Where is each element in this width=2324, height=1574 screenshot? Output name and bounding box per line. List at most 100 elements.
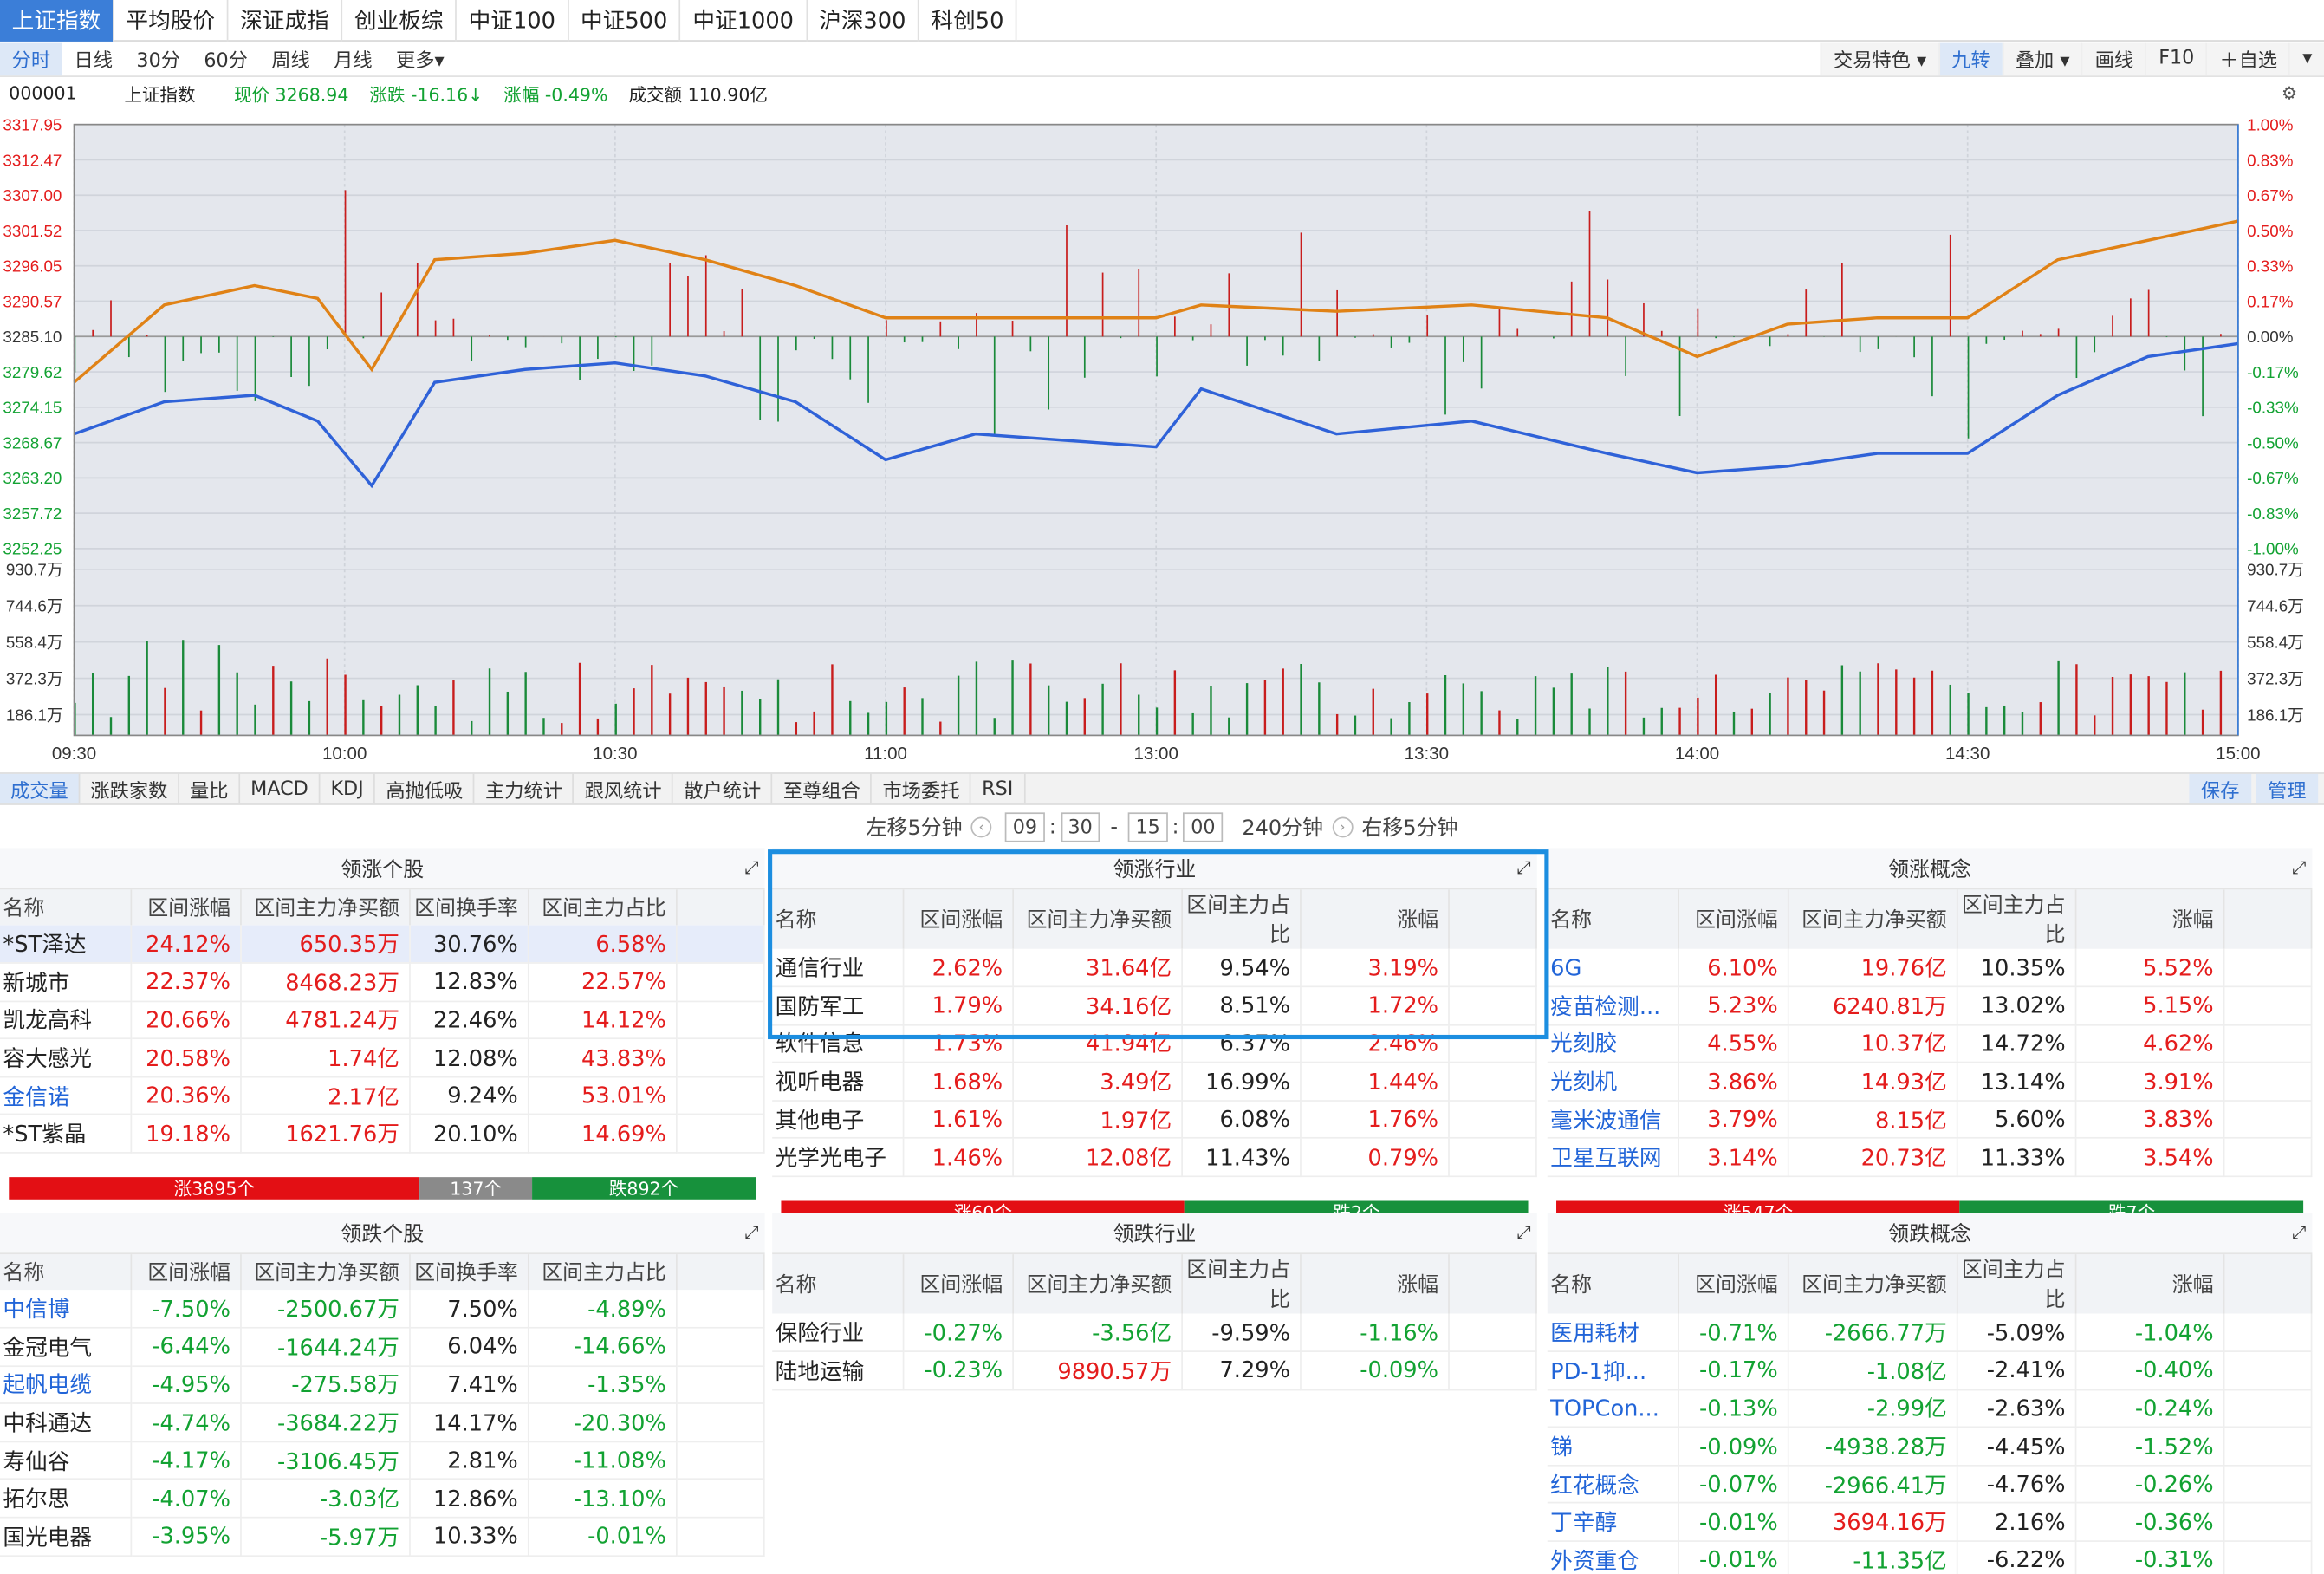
chevron-left-icon[interactable]: ‹ bbox=[970, 816, 992, 838]
table-row[interactable]: 光刻胶 4.55% 10.37亿 14.72% 4.62% bbox=[1547, 1024, 2313, 1063]
row-name[interactable]: 视听电器 bbox=[772, 1063, 904, 1102]
toolbar-button[interactable]: 画线 bbox=[2081, 42, 2145, 75]
toolbar-button[interactable]: F10 bbox=[2145, 42, 2206, 75]
row-name[interactable]: 光学光电子 bbox=[772, 1138, 904, 1178]
row-name[interactable]: 金信诺 bbox=[0, 1076, 132, 1116]
column-header[interactable]: 名称 bbox=[0, 1254, 132, 1291]
index-tab[interactable]: 中证1000 bbox=[681, 0, 808, 42]
table-row[interactable]: 红花概念 -0.07% -2966.41万 -4.76% -0.26% bbox=[1547, 1465, 2313, 1505]
table-row[interactable]: 陆地运输 -0.23% 9890.57万 7.29% -0.09% bbox=[772, 1351, 1537, 1390]
row-name[interactable]: 6G bbox=[1547, 948, 1679, 988]
end-minute-input[interactable]: 00 bbox=[1183, 812, 1224, 842]
row-name[interactable]: 陆地运输 bbox=[772, 1351, 904, 1390]
column-header[interactable]: 区间换手率 bbox=[409, 1254, 529, 1291]
indicator-tab[interactable]: MACD bbox=[240, 773, 321, 804]
row-name[interactable]: 锑 bbox=[1547, 1427, 1679, 1467]
index-tab[interactable]: 中证100 bbox=[457, 0, 569, 42]
table-row[interactable]: TOPCon... -0.13% -2.99亿 -2.63% -0.24% bbox=[1547, 1389, 2313, 1428]
row-name[interactable]: 容大感光 bbox=[0, 1038, 132, 1078]
table-row[interactable]: 金冠电气 -6.44% -1644.24万 6.04% -14.66% bbox=[0, 1327, 765, 1367]
toolbar-button[interactable]: ▾ bbox=[2288, 42, 2324, 75]
period-tab[interactable]: 60分 bbox=[204, 50, 248, 73]
toolbar-button[interactable]: 交易特色 ▾ bbox=[1820, 42, 1938, 75]
column-header[interactable]: 涨幅 bbox=[1300, 889, 1450, 949]
row-name[interactable]: 凯龙高科 bbox=[0, 1000, 132, 1040]
column-header[interactable]: 区间涨幅 bbox=[902, 1254, 1014, 1314]
table-row[interactable]: 中科通达 -4.74% -3684.22万 14.17% -20.30% bbox=[0, 1403, 765, 1443]
column-header[interactable]: 名称 bbox=[772, 1254, 904, 1314]
toolbar-button[interactable]: ＋自选 bbox=[2205, 42, 2289, 75]
column-header[interactable]: 区间主力净买额 bbox=[1787, 1254, 1957, 1314]
column-header[interactable]: 名称 bbox=[1547, 889, 1679, 949]
period-tab[interactable]: 分时 bbox=[0, 42, 62, 75]
table-row[interactable]: 金信诺 20.36% 2.17亿 9.24% 53.01% bbox=[0, 1076, 765, 1116]
row-name[interactable]: 寿仙谷 bbox=[0, 1441, 132, 1480]
row-name[interactable]: 医用耗材 bbox=[1547, 1313, 1679, 1353]
column-header[interactable]: 区间主力占比 bbox=[1956, 1254, 2076, 1314]
indicator-tab[interactable]: 成交量 bbox=[0, 773, 81, 804]
column-header[interactable]: 涨幅 bbox=[1300, 1254, 1450, 1314]
shift-right-label[interactable]: 右移5分钟 bbox=[1361, 816, 1458, 841]
column-header[interactable]: 区间主力净买额 bbox=[240, 1254, 410, 1291]
table-row[interactable]: 毫米波通信 3.79% 8.15亿 5.60% 3.83% bbox=[1547, 1100, 2313, 1140]
table-row[interactable]: 其他电子 1.61% 1.97亿 6.08% 1.76% bbox=[772, 1100, 1537, 1140]
indicator-tab[interactable]: 涨跌家数 bbox=[80, 773, 180, 804]
period-tab[interactable]: 日线 bbox=[74, 50, 114, 73]
table-row[interactable]: 疫苗检测... 5.23% 6240.81万 13.02% 5.15% bbox=[1547, 986, 2313, 1026]
column-header[interactable]: 区间主力净买额 bbox=[240, 889, 410, 926]
row-name[interactable]: 新城市 bbox=[0, 963, 132, 1002]
toolbar-button[interactable]: 叠加 ▾ bbox=[2002, 42, 2082, 75]
start-hour-input[interactable]: 09 bbox=[1005, 812, 1045, 842]
column-header[interactable]: 区间主力净买额 bbox=[1787, 889, 1957, 949]
table-row[interactable]: 拓尔思 -4.07% -3.03亿 12.86% -13.10% bbox=[0, 1480, 765, 1519]
row-name[interactable]: 卫星互联网 bbox=[1547, 1138, 1679, 1178]
column-header[interactable]: 区间主力占比 bbox=[1181, 1254, 1301, 1314]
row-name[interactable]: 疫苗检测... bbox=[1547, 986, 1679, 1026]
period-tab[interactable]: 30分 bbox=[136, 50, 180, 73]
table-row[interactable]: 保险行业 -0.27% -3.56亿 -9.59% -1.16% bbox=[772, 1313, 1537, 1353]
column-header[interactable]: 名称 bbox=[1547, 1254, 1679, 1314]
indicator-tab[interactable]: 跟风统计 bbox=[575, 773, 674, 804]
column-header[interactable]: 名称 bbox=[0, 889, 132, 926]
table-row[interactable]: 起帆电缆 -4.95% -275.58万 7.41% -1.35% bbox=[0, 1365, 765, 1405]
expand-icon[interactable]: ⤢ bbox=[1516, 856, 1531, 878]
row-name[interactable]: 红花概念 bbox=[1547, 1465, 1679, 1505]
table-row[interactable]: 视听电器 1.68% 3.49亿 16.99% 1.44% bbox=[772, 1063, 1537, 1102]
column-header[interactable]: 区间主力净买额 bbox=[1012, 889, 1183, 949]
table-row[interactable]: 锑 -0.09% -4938.28万 -4.45% -1.52% bbox=[1547, 1427, 2313, 1467]
column-header[interactable]: 区间涨幅 bbox=[130, 889, 241, 926]
column-header[interactable]: 区间涨幅 bbox=[902, 889, 1014, 949]
column-header[interactable]: 区间换手率 bbox=[409, 889, 529, 926]
index-tab[interactable]: 平均股价 bbox=[114, 0, 229, 42]
column-header[interactable]: 区间涨幅 bbox=[1678, 1254, 1788, 1314]
toolbar-button[interactable]: 九转 bbox=[1938, 42, 2003, 75]
column-header[interactable]: 区间主力占比 bbox=[527, 1254, 677, 1291]
row-name[interactable]: 中科通达 bbox=[0, 1403, 132, 1443]
index-tab[interactable]: 深证成指 bbox=[228, 0, 343, 42]
row-name[interactable]: 通信行业 bbox=[772, 948, 904, 988]
chevron-right-icon[interactable]: › bbox=[1332, 816, 1354, 838]
table-row[interactable]: 软件信息 1.73% 41.94亿 6.37% 2.46% bbox=[772, 1024, 1537, 1063]
column-header[interactable]: 区间主力占比 bbox=[1956, 889, 2076, 949]
column-header[interactable]: 区间主力占比 bbox=[1181, 889, 1301, 949]
expand-icon[interactable]: ⤢ bbox=[2292, 1221, 2307, 1243]
indicator-tab[interactable]: 至尊组合 bbox=[773, 773, 873, 804]
index-tab[interactable]: 创业板综 bbox=[342, 0, 457, 42]
row-name[interactable]: 外资重仓 bbox=[1547, 1541, 1679, 1574]
table-row[interactable]: 新城市 22.37% 8468.23万 12.83% 22.57% bbox=[0, 963, 765, 1002]
column-header[interactable]: 区间涨幅 bbox=[1678, 889, 1788, 949]
index-tab[interactable]: 中证500 bbox=[568, 0, 681, 42]
row-name[interactable]: 软件信息 bbox=[772, 1024, 904, 1063]
end-hour-input[interactable]: 15 bbox=[1127, 812, 1168, 842]
save-button[interactable]: 保存 bbox=[2189, 773, 2252, 804]
settings-gear-icon[interactable]: ⚙ bbox=[2281, 82, 2298, 104]
shift-left-label[interactable]: 左移5分钟 bbox=[866, 816, 963, 841]
indicator-tab[interactable]: RSI bbox=[971, 773, 1025, 804]
column-header[interactable]: 名称 bbox=[772, 889, 904, 949]
manage-button[interactable]: 管理 bbox=[2256, 773, 2319, 804]
expand-icon[interactable]: ⤢ bbox=[744, 856, 759, 878]
start-minute-input[interactable]: 30 bbox=[1060, 812, 1100, 842]
table-row[interactable]: 丁辛醇 -0.01% 3694.16万 2.16% -0.36% bbox=[1547, 1503, 2313, 1543]
row-name[interactable]: 保险行业 bbox=[772, 1313, 904, 1353]
table-row[interactable]: 凯龙高科 20.66% 4781.24万 22.46% 14.12% bbox=[0, 1000, 765, 1040]
